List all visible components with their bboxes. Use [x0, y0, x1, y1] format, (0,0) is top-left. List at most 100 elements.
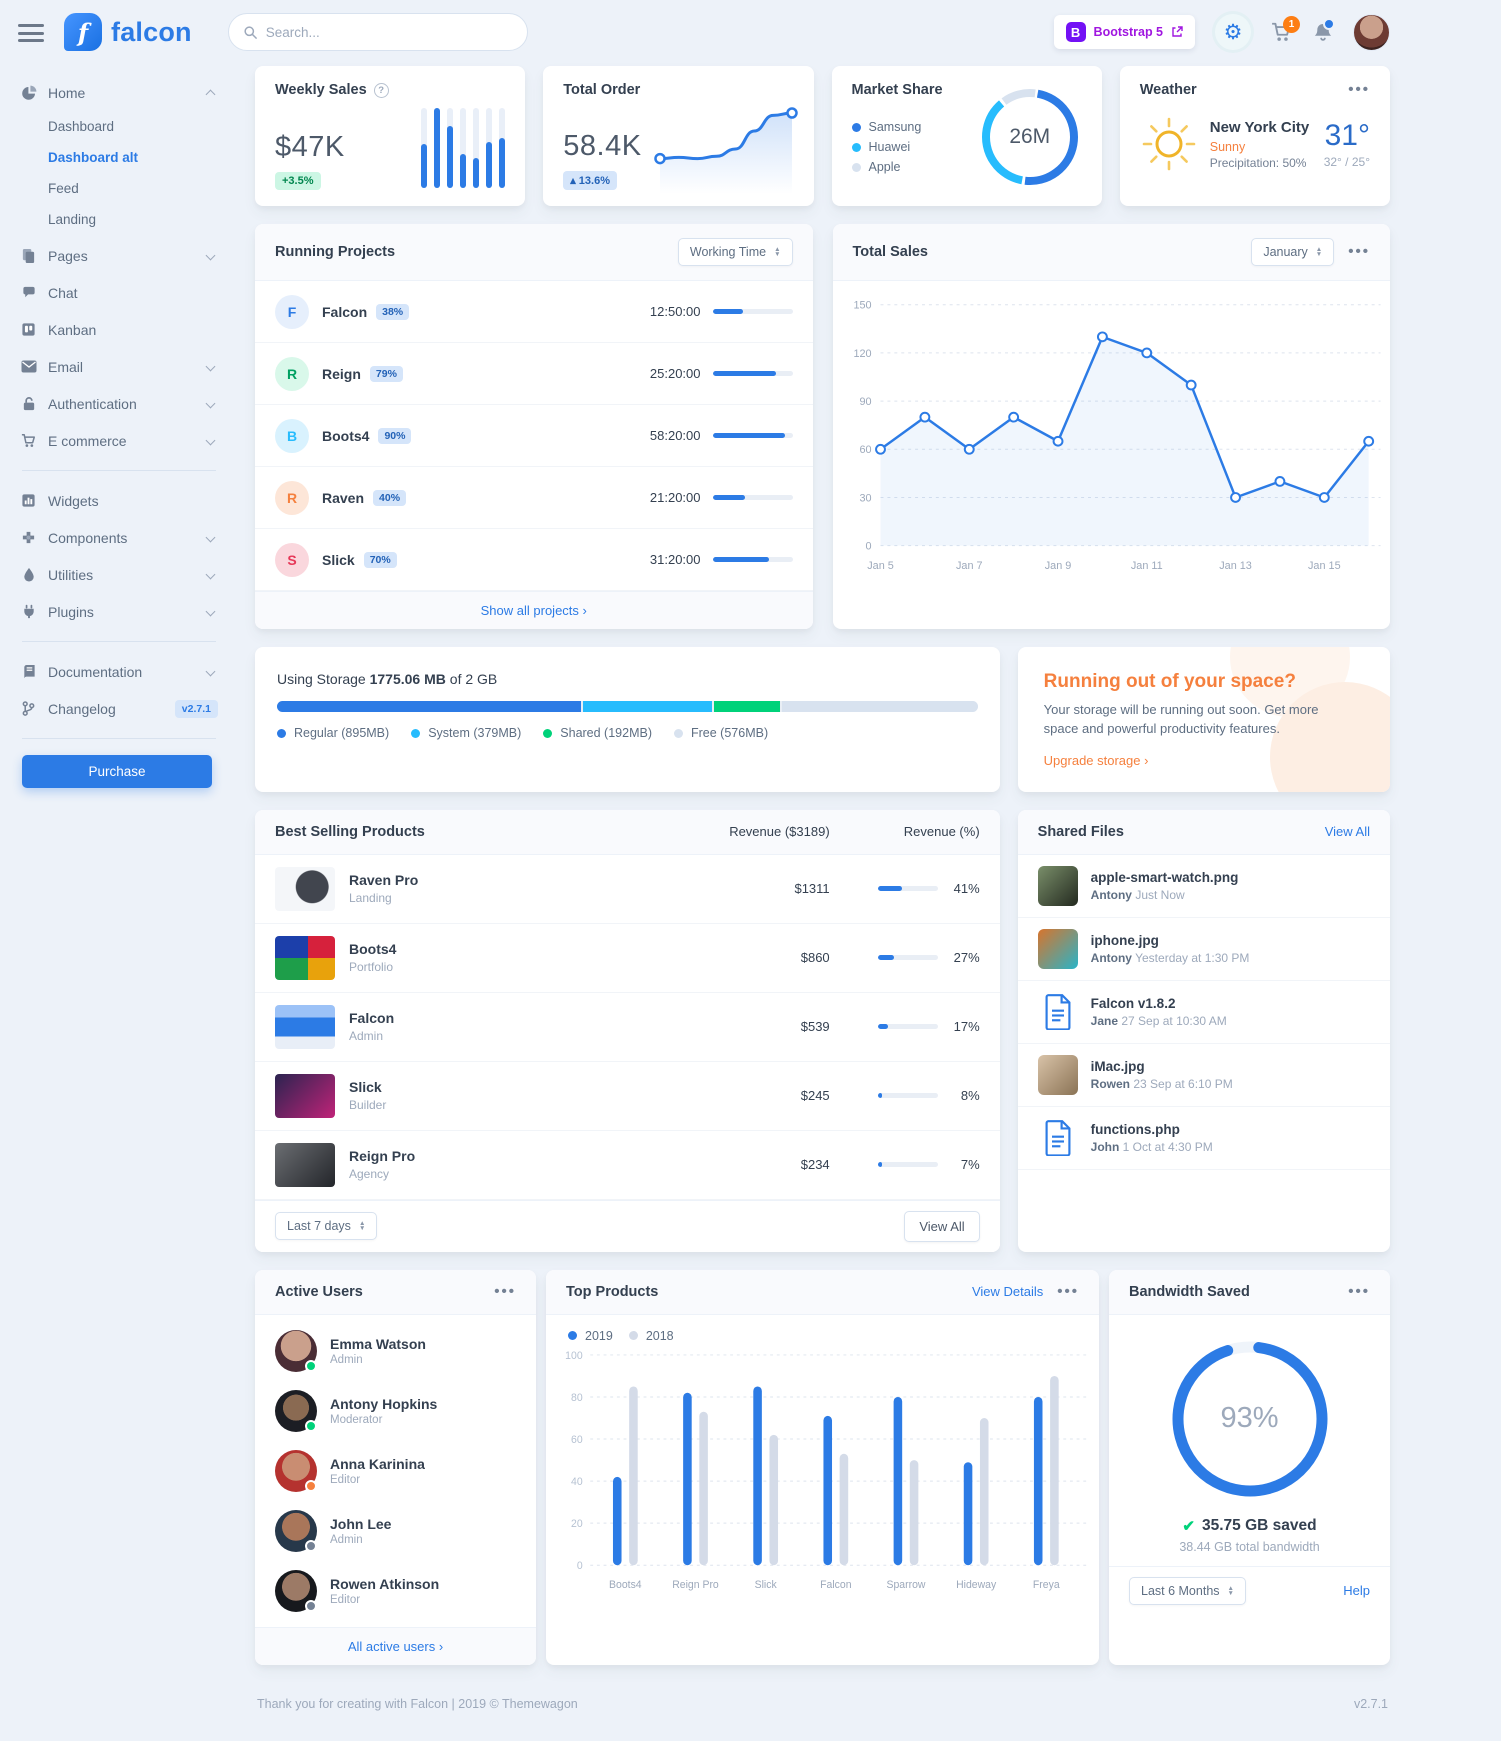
hamburger-menu-icon[interactable]: [18, 24, 44, 42]
file-meta: Antony Yesterday at 1:30 PM: [1090, 950, 1250, 965]
sidebar-item-chat[interactable]: Chat: [20, 274, 218, 311]
file-row[interactable]: Falcon v1.8.2 Jane 27 Sep at 10:30 AM: [1017, 981, 1390, 1044]
product-revenue: $860: [800, 950, 830, 966]
search-input-wrap[interactable]: [227, 13, 528, 51]
total-sales-menu-dots[interactable]: •••: [1348, 243, 1370, 260]
sidebar-item-dashboard-alt[interactable]: Dashboard alt: [48, 150, 139, 165]
file-meta: Rowen 23 Sep at 6:10 PM: [1090, 1076, 1233, 1091]
user-row[interactable]: Rowen Atkinson Editor: [255, 1561, 536, 1621]
month-select[interactable]: January ▲ ▼: [1251, 238, 1335, 266]
file-row[interactable]: apple-smart-watch.png Antony Just Now: [1017, 855, 1390, 918]
sidebar-item-pages[interactable]: Pages: [20, 237, 218, 274]
sidebar-item-components[interactable]: Components: [20, 519, 218, 556]
bootstrap-version-badge[interactable]: B Bootstrap 5: [1053, 15, 1195, 49]
user-row[interactable]: Emma Watson Admin: [255, 1321, 536, 1381]
sidebar-item-authentication[interactable]: Authentication: [20, 385, 218, 422]
file-name: functions.php: [1090, 1121, 1180, 1137]
user-row[interactable]: Anna Karinina Editor: [255, 1441, 536, 1501]
chevron-down-icon: [205, 532, 216, 543]
revenue-progress: [877, 1024, 938, 1030]
project-row[interactable]: R Reign 79% 25:20:00: [255, 343, 813, 405]
market-share-title: Market Share: [851, 82, 943, 98]
sidebar-item-home[interactable]: Home: [20, 74, 218, 111]
sidebar-item-changelog[interactable]: Changelog v2.7.1: [20, 690, 218, 727]
last-6-months-select[interactable]: Last 6 Months ▲ ▼: [1129, 1576, 1246, 1605]
falcon-logo[interactable]: f falcon: [64, 13, 192, 51]
bandwidth-menu-dots[interactable]: •••: [1348, 1282, 1370, 1300]
project-avatar: F: [275, 294, 309, 329]
user-row[interactable]: John Lee Admin: [255, 1501, 536, 1561]
sidebar-divider: [22, 641, 216, 642]
upgrade-storage-link[interactable]: Upgrade storage ›: [1043, 752, 1149, 768]
project-row[interactable]: B Boots4 90% 58:20:00: [255, 405, 813, 467]
revenue-percent: 8%: [960, 1088, 980, 1104]
product-name: Boots4: [349, 941, 397, 958]
product-row[interactable]: Boots4 Portfolio $860 27%: [255, 924, 1000, 993]
product-row[interactable]: Reign Pro Agency $234 7%: [255, 1131, 1000, 1200]
all-active-users-link[interactable]: All active users ›: [255, 1626, 536, 1665]
product-row[interactable]: Slick Builder $245 8%: [255, 1062, 1000, 1131]
sidebar-item-documentation[interactable]: Documentation: [20, 653, 218, 690]
file-row[interactable]: functions.php John 1 Oct at 4:30 PM: [1017, 1107, 1390, 1170]
product-row[interactable]: Raven Pro Landing $1311 41%: [255, 855, 1000, 924]
user-name: John Lee: [330, 1515, 392, 1532]
svg-text:0: 0: [577, 1560, 583, 1572]
view-details-link[interactable]: View Details: [971, 1284, 1044, 1300]
status-dot: [305, 1419, 317, 1432]
user-row[interactable]: Antony Hopkins Moderator: [255, 1381, 536, 1441]
sidebar-item-plugins[interactable]: Plugins: [20, 593, 218, 630]
file-row[interactable]: iphone.jpg Antony Yesterday at 1:30 PM: [1017, 918, 1390, 981]
search-input[interactable]: [265, 24, 513, 40]
settings-gear-button[interactable]: ⚙: [1215, 14, 1251, 50]
last-7-days-select[interactable]: Last 7 days ▲ ▼: [275, 1212, 378, 1241]
sidebar-item-dashboard[interactable]: Dashboard: [48, 119, 115, 134]
sidebar-item-landing[interactable]: Landing: [48, 212, 97, 227]
user-avatar[interactable]: [1353, 13, 1390, 51]
storage-card: Using Storage 1775.06 MB of 2 GB Regular…: [255, 647, 1000, 792]
view-all-button[interactable]: View All: [904, 1210, 980, 1242]
user-name: Antony Hopkins: [330, 1395, 438, 1412]
revenue-progress: [877, 886, 938, 892]
help-link[interactable]: Help: [1343, 1583, 1370, 1599]
sort-arrows-icon: ▲ ▼: [358, 1220, 366, 1233]
show-all-projects-link[interactable]: Show all projects ›: [255, 591, 813, 629]
sidebar-item-kanban[interactable]: Kanban: [20, 311, 218, 348]
product-revenue: $539: [800, 1019, 830, 1035]
sidebar-item-ecommerce[interactable]: E commerce: [20, 422, 218, 459]
project-row[interactable]: F Falcon 38% 12:50:00: [255, 281, 813, 343]
sidebar-item-utilities[interactable]: Utilities: [20, 556, 218, 593]
project-progress: [712, 433, 793, 438]
total-order-card: Total Order 58.4K ▴ 13.6%: [543, 66, 814, 206]
file-meta: Jane 27 Sep at 10:30 AM: [1090, 1013, 1227, 1028]
sidebar-item-widgets[interactable]: Widgets: [20, 482, 218, 519]
legend-dot: [628, 1331, 638, 1341]
help-icon[interactable]: ?: [373, 82, 389, 98]
cart-button[interactable]: 1: [1271, 16, 1300, 42]
user-role: Admin: [330, 1533, 363, 1546]
file-row[interactable]: iMac.jpg Rowen 23 Sep at 6:10 PM: [1017, 1044, 1390, 1107]
weather-menu-dots[interactable]: •••: [1348, 81, 1370, 98]
files-view-all-link[interactable]: View All: [1324, 824, 1370, 840]
top-products-bar-chart: 0 20 40 60 80 100 Boots4 Reign Pro Slick Falcon Sp…: [546, 1343, 1099, 1595]
sidebar-item-email[interactable]: Email: [20, 348, 218, 385]
droplet-icon: [20, 567, 37, 582]
notifications-button[interactable]: [1313, 17, 1335, 43]
svg-text:60: 60: [859, 444, 871, 456]
purchase-button[interactable]: Purchase: [22, 755, 212, 788]
top-products-menu-dots[interactable]: •••: [1057, 1282, 1079, 1300]
sidebar-item-feed[interactable]: Feed: [48, 181, 79, 196]
total-order-title: Total Order: [563, 82, 641, 98]
chevron-down-icon: [205, 361, 216, 372]
pages-copy-icon: [20, 248, 37, 263]
legend-dot: [543, 728, 553, 738]
working-time-select[interactable]: Working Time ▲ ▼: [677, 238, 793, 266]
revenue-percent: 27%: [953, 950, 980, 966]
project-percent-badge: 70%: [363, 551, 397, 568]
active-users-menu-dots[interactable]: •••: [494, 1282, 516, 1300]
project-row[interactable]: S Slick 70% 31:20:00: [255, 529, 813, 591]
product-row[interactable]: Falcon Admin $539 17%: [255, 993, 1000, 1062]
legend-item[interactable]: 2019: [568, 1329, 613, 1343]
search-icon: [244, 25, 257, 39]
project-row[interactable]: R Raven 40% 21:20:00: [255, 467, 813, 529]
legend-item[interactable]: 2018: [628, 1329, 674, 1343]
